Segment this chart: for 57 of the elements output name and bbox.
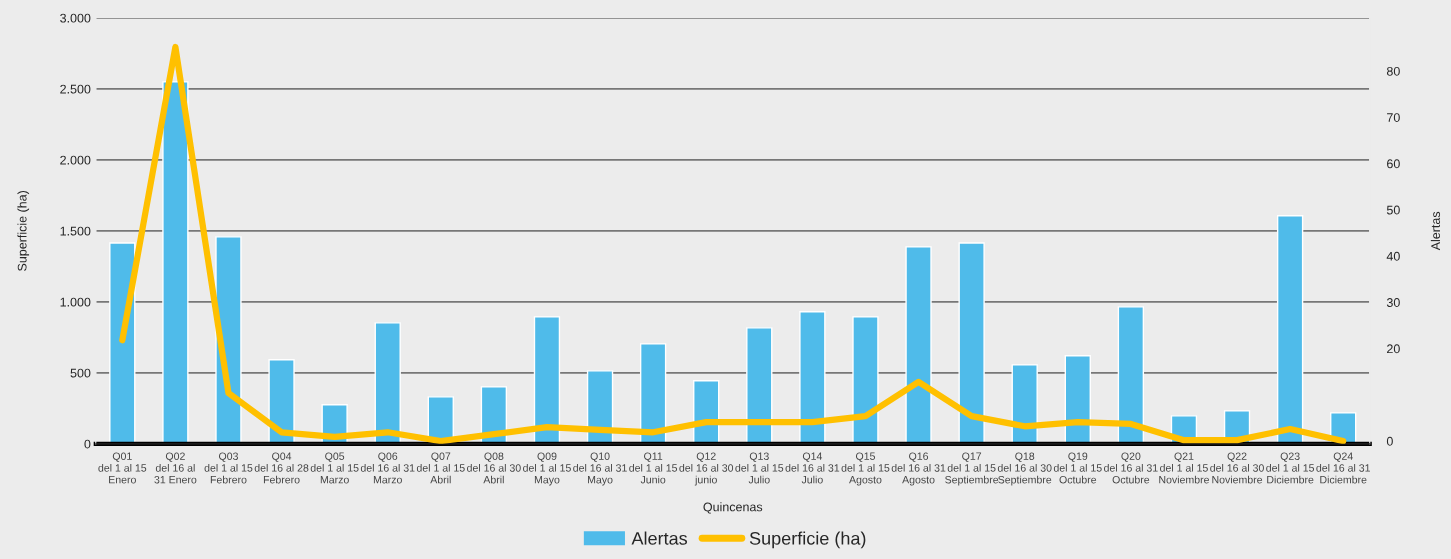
bar bbox=[746, 327, 773, 444]
x-tick-label: Q16 del 16 al 31 Agosto bbox=[891, 452, 946, 486]
bar bbox=[852, 316, 879, 444]
y-axis-title: Superficie (ha) bbox=[17, 191, 30, 271]
y2-tick-label: 0 bbox=[1386, 436, 1393, 446]
bar bbox=[374, 322, 401, 444]
y-tick-label: 1.000 bbox=[60, 297, 91, 307]
bar bbox=[1064, 355, 1091, 444]
y2-tick-label: 50 bbox=[1386, 205, 1400, 215]
x-tick-label: Q04 del 16 al 28 Febrero bbox=[254, 452, 309, 484]
x-tick-label: Q15 del 1 al 15 Agosto bbox=[841, 452, 890, 486]
x-tick-label: Q01 del 1 al 15 Enero bbox=[98, 452, 147, 484]
y-tick-label: 3.000 bbox=[60, 13, 91, 23]
x-tick-label: Q19 del 1 al 15 Octubre bbox=[1053, 452, 1102, 484]
y-tick-label: 2.500 bbox=[60, 84, 91, 94]
x-tick-label: Q22 del 16 al 30 Noviembre bbox=[1210, 452, 1264, 484]
y2-tick-label: 30 bbox=[1386, 298, 1400, 307]
y2-axis-title: Alertas bbox=[1430, 211, 1441, 251]
y2-tick-label: 40 bbox=[1386, 251, 1400, 261]
x-tick-label: Q12 del 16 al 30 junio bbox=[679, 452, 734, 486]
y2-tick-label: 60 bbox=[1387, 159, 1400, 169]
x-tick-label: Q08 del 16 al 30 Abril bbox=[467, 452, 521, 484]
bar bbox=[268, 359, 295, 444]
bar bbox=[1117, 306, 1145, 444]
x-tick-label: Q14 del 16 al 31 Julio bbox=[785, 452, 840, 484]
bar bbox=[905, 246, 932, 444]
bar bbox=[958, 242, 985, 444]
x-tick-label: Q20 del 16 al 31 Octubre bbox=[1104, 452, 1158, 484]
y2-tick-label: 20 bbox=[1387, 344, 1400, 354]
x-tick-label: Q11 del 1 al 15 Junio bbox=[629, 452, 678, 484]
bar bbox=[162, 81, 189, 444]
bar bbox=[533, 316, 561, 444]
legend-label: Superficie (ha) bbox=[749, 531, 866, 549]
y2-tick-label: 70 bbox=[1387, 113, 1400, 122]
x-axis-title: Quincenas bbox=[703, 502, 763, 514]
x-tick-label: Q06 del 16 al 31 Marzo bbox=[360, 452, 415, 484]
bar bbox=[799, 311, 826, 444]
y-tick-label: 1.500 bbox=[60, 226, 91, 236]
x-tick-label: Q03 del 1 al 15 Febrero bbox=[204, 452, 253, 484]
x-tick-label: Q07 del 1 al 15 Abril bbox=[416, 452, 465, 484]
x-tick-label: Q24 del 16 al 31 Diciembre bbox=[1316, 452, 1370, 484]
bar bbox=[1276, 215, 1304, 444]
x-tick-label: Q09 del 1 al 15 Mayo bbox=[523, 452, 571, 486]
x-tick-label: Q18 del 16 al 30 Septiembre bbox=[997, 452, 1052, 486]
y2-tick-label: 80 bbox=[1386, 66, 1400, 76]
x-tick-label: Q21 del 1 al 15 Noviembre bbox=[1159, 452, 1210, 484]
y-tick-label: 0 bbox=[84, 439, 91, 449]
y-tick-label: 500 bbox=[70, 368, 91, 378]
x-tick-label: Q05 del 1 al 15 Marzo bbox=[310, 452, 359, 484]
x-tick-label: Q17 del 1 al 15 Septiembre bbox=[945, 452, 999, 486]
x-tick-label: Q13 del 1 al 15 Julio bbox=[735, 452, 784, 484]
x-tick-label: Q10 del 16 al 31 Mayo bbox=[573, 452, 627, 486]
y-tick-label: 2.000 bbox=[60, 155, 91, 165]
x-tick-label: Q02 del 16 al 31 Enero bbox=[154, 452, 197, 484]
legend-label: Alertas bbox=[631, 531, 688, 545]
bar bbox=[639, 343, 667, 444]
x-tick-label: Q23 del 1 al 15 Diciembre bbox=[1266, 452, 1315, 484]
